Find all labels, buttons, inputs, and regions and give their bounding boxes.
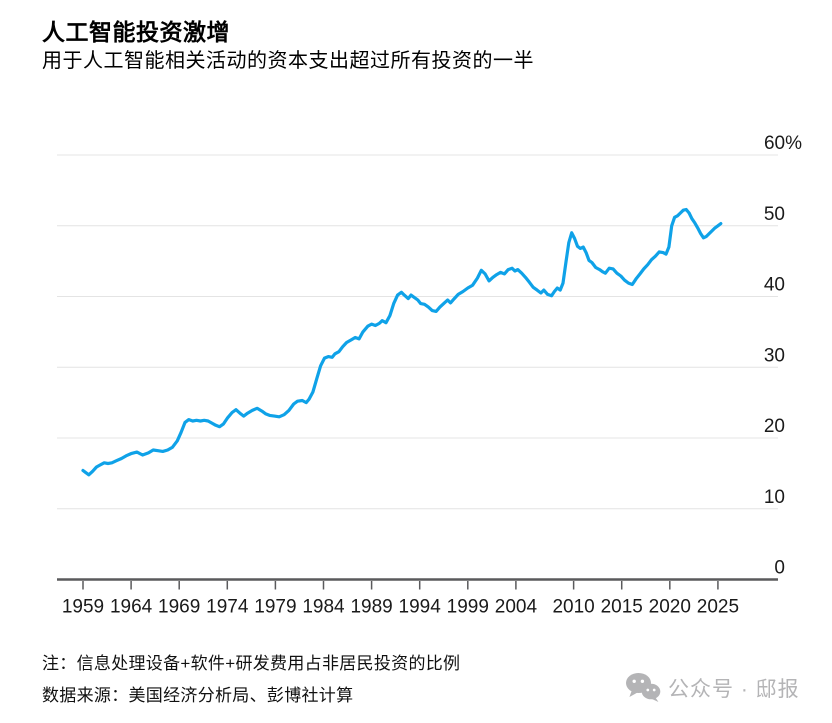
- x-tick-label: 1994: [399, 597, 442, 618]
- wechat-watermark-label: 公众号 · 邸报: [668, 677, 800, 701]
- x-tick-label: 2020: [649, 597, 691, 618]
- x-tick-label: 1969: [158, 597, 200, 618]
- y-tick-label: 10: [764, 487, 785, 508]
- x-tick-label: 1984: [302, 597, 345, 618]
- y-tick-label: 60%: [764, 133, 802, 154]
- x-tick-label: 2004: [495, 597, 538, 618]
- y-tick-label: 50: [764, 204, 785, 225]
- chart-note: 注：信息处理设备+软件+研发费用占非居民投资的比例: [42, 654, 461, 673]
- x-tick-label: 1959: [62, 597, 104, 618]
- wechat-watermark: 公众号 · 邸报: [625, 672, 800, 703]
- y-tick-label: 20: [764, 416, 785, 437]
- data-line-series: [81, 207, 723, 477]
- y-tick-label: 0: [774, 558, 785, 579]
- y-tick-label: 30: [764, 345, 785, 366]
- x-tick-label: 1979: [254, 597, 296, 618]
- page-title: 人工智能投资激增: [42, 19, 230, 45]
- x-tick-label: 1964: [110, 597, 153, 618]
- x-tick-label: 2015: [601, 597, 643, 618]
- chart-source: 数据来源：美国经济分析局、彭博社计算: [42, 686, 354, 705]
- page-subtitle: 用于人工智能相关活动的资本支出超过所有投资的一半: [42, 50, 534, 72]
- x-tick-label: 2010: [552, 597, 594, 618]
- x-tick-label: 2025: [697, 597, 739, 618]
- x-tick-label: 1989: [350, 597, 392, 618]
- x-tick-label: 1999: [447, 597, 489, 618]
- y-tick-label: 40: [764, 275, 785, 296]
- wechat-icon: [625, 672, 661, 703]
- x-tick-label: 1974: [206, 597, 249, 618]
